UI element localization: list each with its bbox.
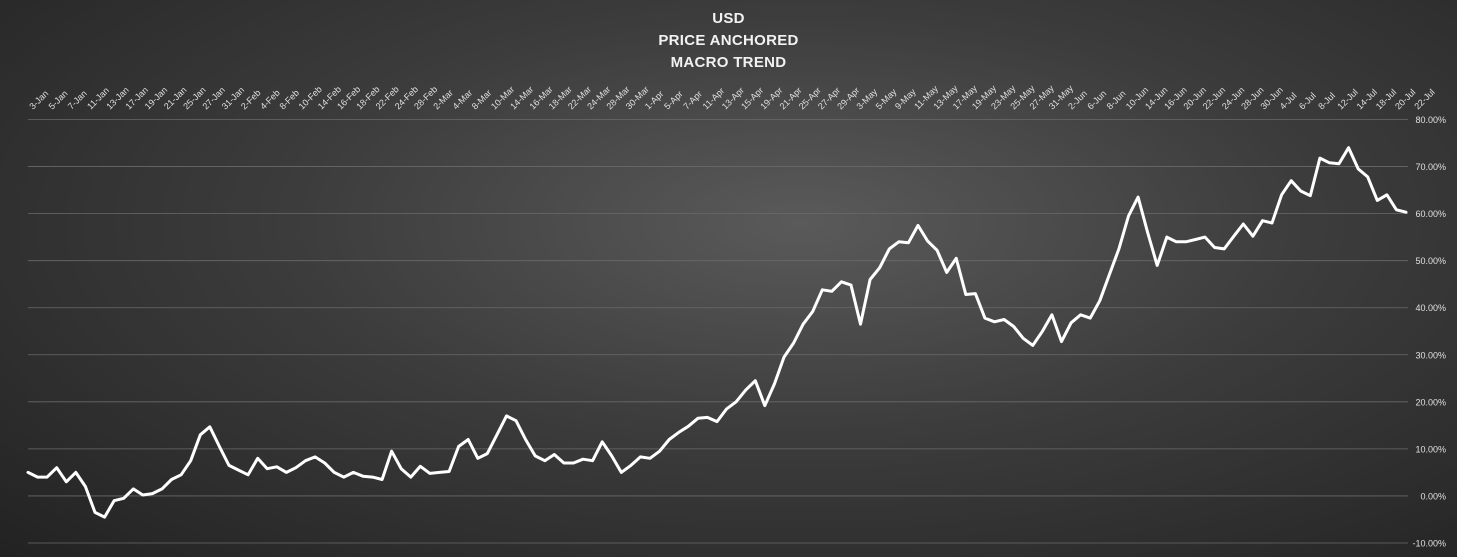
x-tick-label: 8-Feb <box>277 88 301 112</box>
x-tick-label: 7-Jan <box>66 88 89 111</box>
x-tick-label: 3-Jan <box>27 88 50 111</box>
x-tick-label: 12-Jul <box>1335 87 1359 111</box>
y-tick-label: 30.00% <box>1415 350 1446 360</box>
y-tick-label: 60.00% <box>1415 209 1446 219</box>
x-tick-label: 7-Apr <box>681 89 704 112</box>
x-axis-labels: 3-Jan5-Jan7-Jan11-Jan13-Jan17-Jan19-Jan2… <box>27 83 1436 112</box>
y-tick-label: 50.00% <box>1415 256 1446 266</box>
x-tick-label: 22-Jul <box>1412 87 1436 111</box>
y-tick-label: 40.00% <box>1415 303 1446 313</box>
y-tick-label: 0.00% <box>1420 491 1446 501</box>
x-tick-label: 14-Jul <box>1355 87 1379 111</box>
x-tick-label: 8-Jul <box>1316 91 1337 112</box>
x-tick-label: 8-Jun <box>1105 88 1128 111</box>
x-tick-label: 5-Apr <box>662 89 685 112</box>
x-tick-label: 6-Jun <box>1085 88 1108 111</box>
x-tick-label: 6-Jul <box>1297 91 1318 112</box>
y-tick-label: 10.00% <box>1415 444 1446 454</box>
y-tick-label: 20.00% <box>1415 397 1446 407</box>
x-tick-label: 8-Mar <box>470 88 494 112</box>
title-line-2: PRICE ANCHORED <box>658 32 799 49</box>
chart-title: USD PRICE ANCHORED MACRO TREND <box>0 8 1457 74</box>
title-line-3: MACRO TREND <box>670 54 787 71</box>
x-tick-label: 20-Jul <box>1393 87 1417 111</box>
x-tick-label: 18-Jul <box>1374 87 1398 111</box>
title-line-1: USD <box>712 10 745 27</box>
x-tick-label: 4-Feb <box>258 88 282 112</box>
x-tick-label: 5-Jan <box>47 88 70 111</box>
y-tick-label: 70.00% <box>1415 162 1446 172</box>
y-tick-label: 80.00% <box>1415 115 1446 125</box>
series-line <box>26 146 1408 519</box>
x-tick-label: 4-Mar <box>451 88 475 112</box>
y-tick-label: -10.00% <box>1412 539 1446 549</box>
y-axis-labels: 80.00% 70.00% 60.00% 50.00% 40.00% 30.00% 20.0… <box>1412 115 1446 549</box>
gridlines <box>28 119 1408 544</box>
